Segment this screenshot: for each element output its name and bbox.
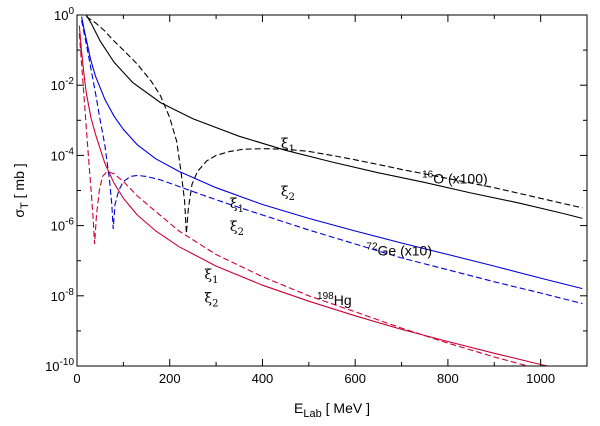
series-line-4 — [78, 25, 550, 366]
labels-layer: 0 200 400 600 800 1000 100 10-2 10-4 10-6 10-8 10-1… — [11, 6, 555, 420]
x-tick-label: 0 — [73, 371, 80, 386]
plot-frame — [76, 14, 588, 367]
series-layer — [78, 15, 583, 366]
x-tick-label: 400 — [252, 371, 274, 386]
y-tick-label: 10-4 — [51, 146, 75, 163]
x-tick-label: 800 — [437, 371, 459, 386]
series-line-5 — [78, 33, 531, 366]
y-tick-label: 10-2 — [51, 76, 75, 93]
series-line-3 — [81, 20, 583, 305]
y-tick-label: 10-10 — [45, 357, 74, 374]
annotations-layer: 16O (x100) 72Ge (x10) 198Hg ξ1 ξ2 ξ1 ξ2 ξ1 ξ2 — [204, 136, 487, 309]
xi-label: ξ2 — [281, 184, 295, 203]
series-label: 72Ge (x10) — [366, 242, 432, 259]
y-tick-label: 10-6 — [51, 217, 75, 234]
series-line-0 — [85, 15, 583, 219]
x-tick-label: 1000 — [526, 371, 555, 386]
series-label: 198Hg — [317, 291, 352, 308]
xi-label: ξ1 — [281, 136, 295, 155]
y-tick-label: 100 — [54, 6, 74, 23]
ticks-layer — [76, 14, 587, 367]
xi-label: ξ2 — [204, 290, 218, 309]
y-axis-title: σT [ mb ] — [11, 163, 31, 217]
x-axis-title: ELab [ MeV ] — [294, 400, 370, 420]
x-tick-label: 200 — [159, 371, 181, 386]
xi-label: ξ1 — [204, 267, 218, 286]
series-label: 16O (x100) — [422, 169, 488, 186]
xi-label: ξ2 — [230, 219, 244, 238]
x-tick-label: 600 — [344, 371, 366, 386]
series-line-2 — [81, 16, 583, 290]
y-tick-label: 10-8 — [51, 287, 75, 304]
xi-label: ξ1 — [230, 196, 244, 215]
